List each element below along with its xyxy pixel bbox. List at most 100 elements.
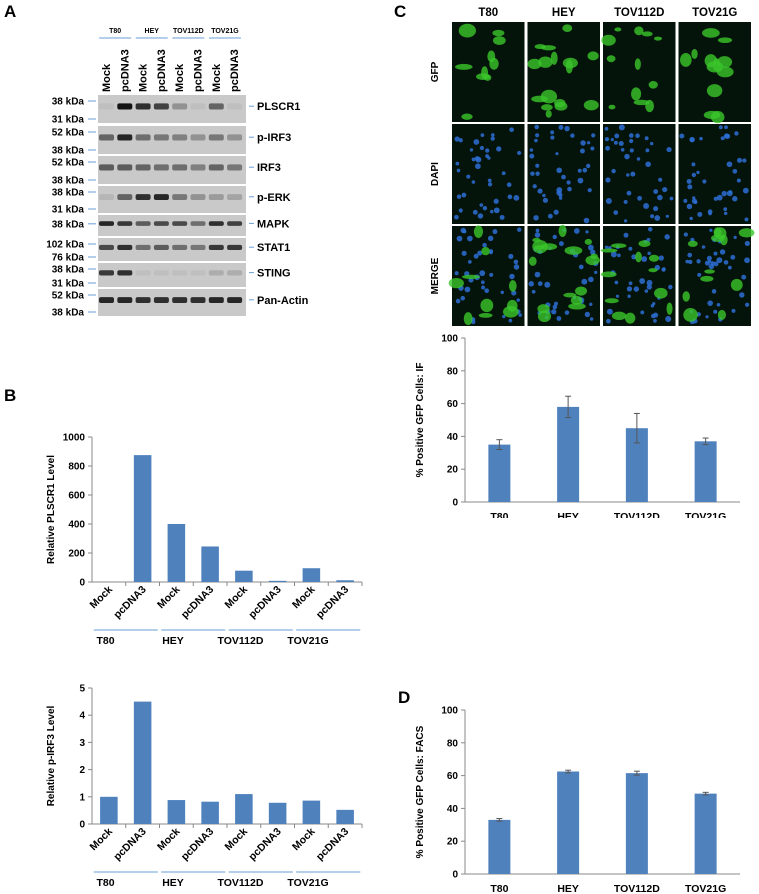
dapi-nucleus — [646, 284, 652, 290]
dapi-nucleus — [704, 260, 710, 266]
dapi-nucleus — [585, 230, 589, 234]
blot-band — [153, 297, 169, 304]
gfp-cell — [564, 246, 583, 255]
bar — [302, 800, 321, 824]
dapi-nucleus — [471, 157, 476, 162]
dapi-nucleus — [716, 194, 723, 201]
dapi-nucleus — [493, 207, 500, 214]
dapi-nucleus — [650, 304, 655, 308]
x-tick-label: pcDNA3 — [314, 584, 351, 621]
x-tick-label: Mock — [88, 584, 116, 612]
gfp-cell — [654, 287, 668, 299]
dapi-nucleus — [534, 138, 538, 143]
dapi-nucleus — [687, 252, 693, 258]
blot-band — [135, 270, 151, 276]
dapi-nucleus — [646, 237, 651, 242]
bar — [336, 809, 354, 824]
dapi-nucleus — [736, 178, 741, 183]
micrograph-gfp — [452, 22, 525, 122]
x-tick-label: Mock — [290, 584, 318, 612]
dapi-nucleus — [480, 133, 485, 137]
gfp-cell — [691, 48, 698, 59]
dapi-nucleus — [509, 273, 515, 280]
dapi-nucleus — [467, 260, 472, 264]
dapi-nucleus — [534, 124, 539, 130]
gfp-cell — [537, 310, 552, 323]
dapi-nucleus — [610, 251, 617, 258]
blot-lane-label: pcDNA3 — [193, 49, 205, 92]
dapi-nucleus — [615, 294, 620, 298]
dapi-nucleus — [707, 300, 713, 306]
micrograph-merge — [600, 226, 676, 326]
dapi-nucleus — [553, 209, 559, 215]
x-tick-label: pcDNA3 — [179, 826, 216, 863]
dapi-nucleus — [513, 194, 520, 201]
dapi-nucleus — [697, 211, 703, 217]
dapi-nucleus — [464, 286, 471, 293]
dapi-nucleus — [633, 286, 640, 292]
dapi-nucleus — [479, 270, 486, 277]
dapi-nucleus — [613, 140, 618, 145]
blot-band — [153, 164, 169, 171]
blot-band — [190, 194, 206, 201]
dapi-nucleus — [691, 172, 697, 178]
blot-band — [117, 270, 133, 276]
dapi-nucleus — [544, 281, 551, 288]
dapi-nucleus — [732, 168, 738, 174]
blot-band — [208, 194, 224, 201]
dapi-nucleus — [669, 196, 674, 201]
dapi-nucleus — [573, 228, 580, 234]
bar — [557, 406, 580, 502]
dapi-nucleus — [661, 267, 666, 272]
y-tick-label: 4 — [79, 711, 85, 722]
dapi-nucleus — [506, 182, 512, 188]
dapi-nucleus — [471, 180, 476, 184]
gfp-cell — [717, 37, 733, 44]
dapi-nucleus — [604, 245, 609, 249]
dapi-nucleus — [582, 167, 588, 173]
dapi-nucleus — [475, 163, 481, 170]
micrograph-background — [603, 124, 676, 224]
group-label: HEY — [162, 877, 184, 889]
blot-band — [172, 297, 188, 304]
dapi-nucleus — [496, 146, 502, 152]
dapi-nucleus — [577, 177, 584, 184]
micrograph-dapi — [678, 124, 751, 224]
dapi-nucleus — [628, 281, 633, 286]
bar — [557, 771, 580, 874]
dapi-nucleus — [718, 125, 723, 130]
x-tick-label: Mock — [223, 584, 251, 612]
dapi-nucleus — [460, 295, 466, 301]
gfp-cell — [558, 224, 567, 238]
blot-band — [135, 103, 151, 110]
dapi-nucleus — [581, 278, 588, 285]
y-tick-label: 0 — [79, 820, 85, 831]
dapi-nucleus — [713, 309, 718, 314]
dapi-nucleus — [508, 318, 513, 323]
x-tick-label: TOV21G — [685, 511, 726, 518]
gfp-cell — [562, 24, 573, 33]
blot-band — [172, 103, 188, 110]
blot-band — [135, 297, 151, 304]
blot-band — [190, 103, 206, 110]
blot-band — [172, 164, 188, 171]
blot-strip — [98, 215, 246, 236]
gfp-cell — [587, 51, 599, 61]
dapi-nucleus — [657, 194, 663, 201]
x-tick-label: pcDNA3 — [111, 826, 148, 863]
blot-marker-label: 76 kDa — [52, 253, 85, 264]
dapi-nucleus — [692, 196, 696, 200]
dapi-nucleus — [580, 140, 586, 146]
dapi-nucleus — [535, 163, 540, 168]
blot-band — [117, 134, 133, 141]
gfp-cell — [478, 313, 493, 318]
y-tick-label: 0 — [452, 498, 458, 509]
micrograph-background — [452, 124, 525, 224]
y-tick-label: 5 — [79, 684, 85, 695]
y-axis-title: Relative PLSCR1 Level — [46, 455, 57, 564]
micrograph-background — [452, 22, 525, 122]
dapi-nucleus — [733, 235, 737, 240]
blot-band — [99, 194, 114, 201]
y-axis-title: Relative p-IRF3 Level — [46, 705, 57, 806]
dapi-nucleus — [517, 227, 522, 232]
